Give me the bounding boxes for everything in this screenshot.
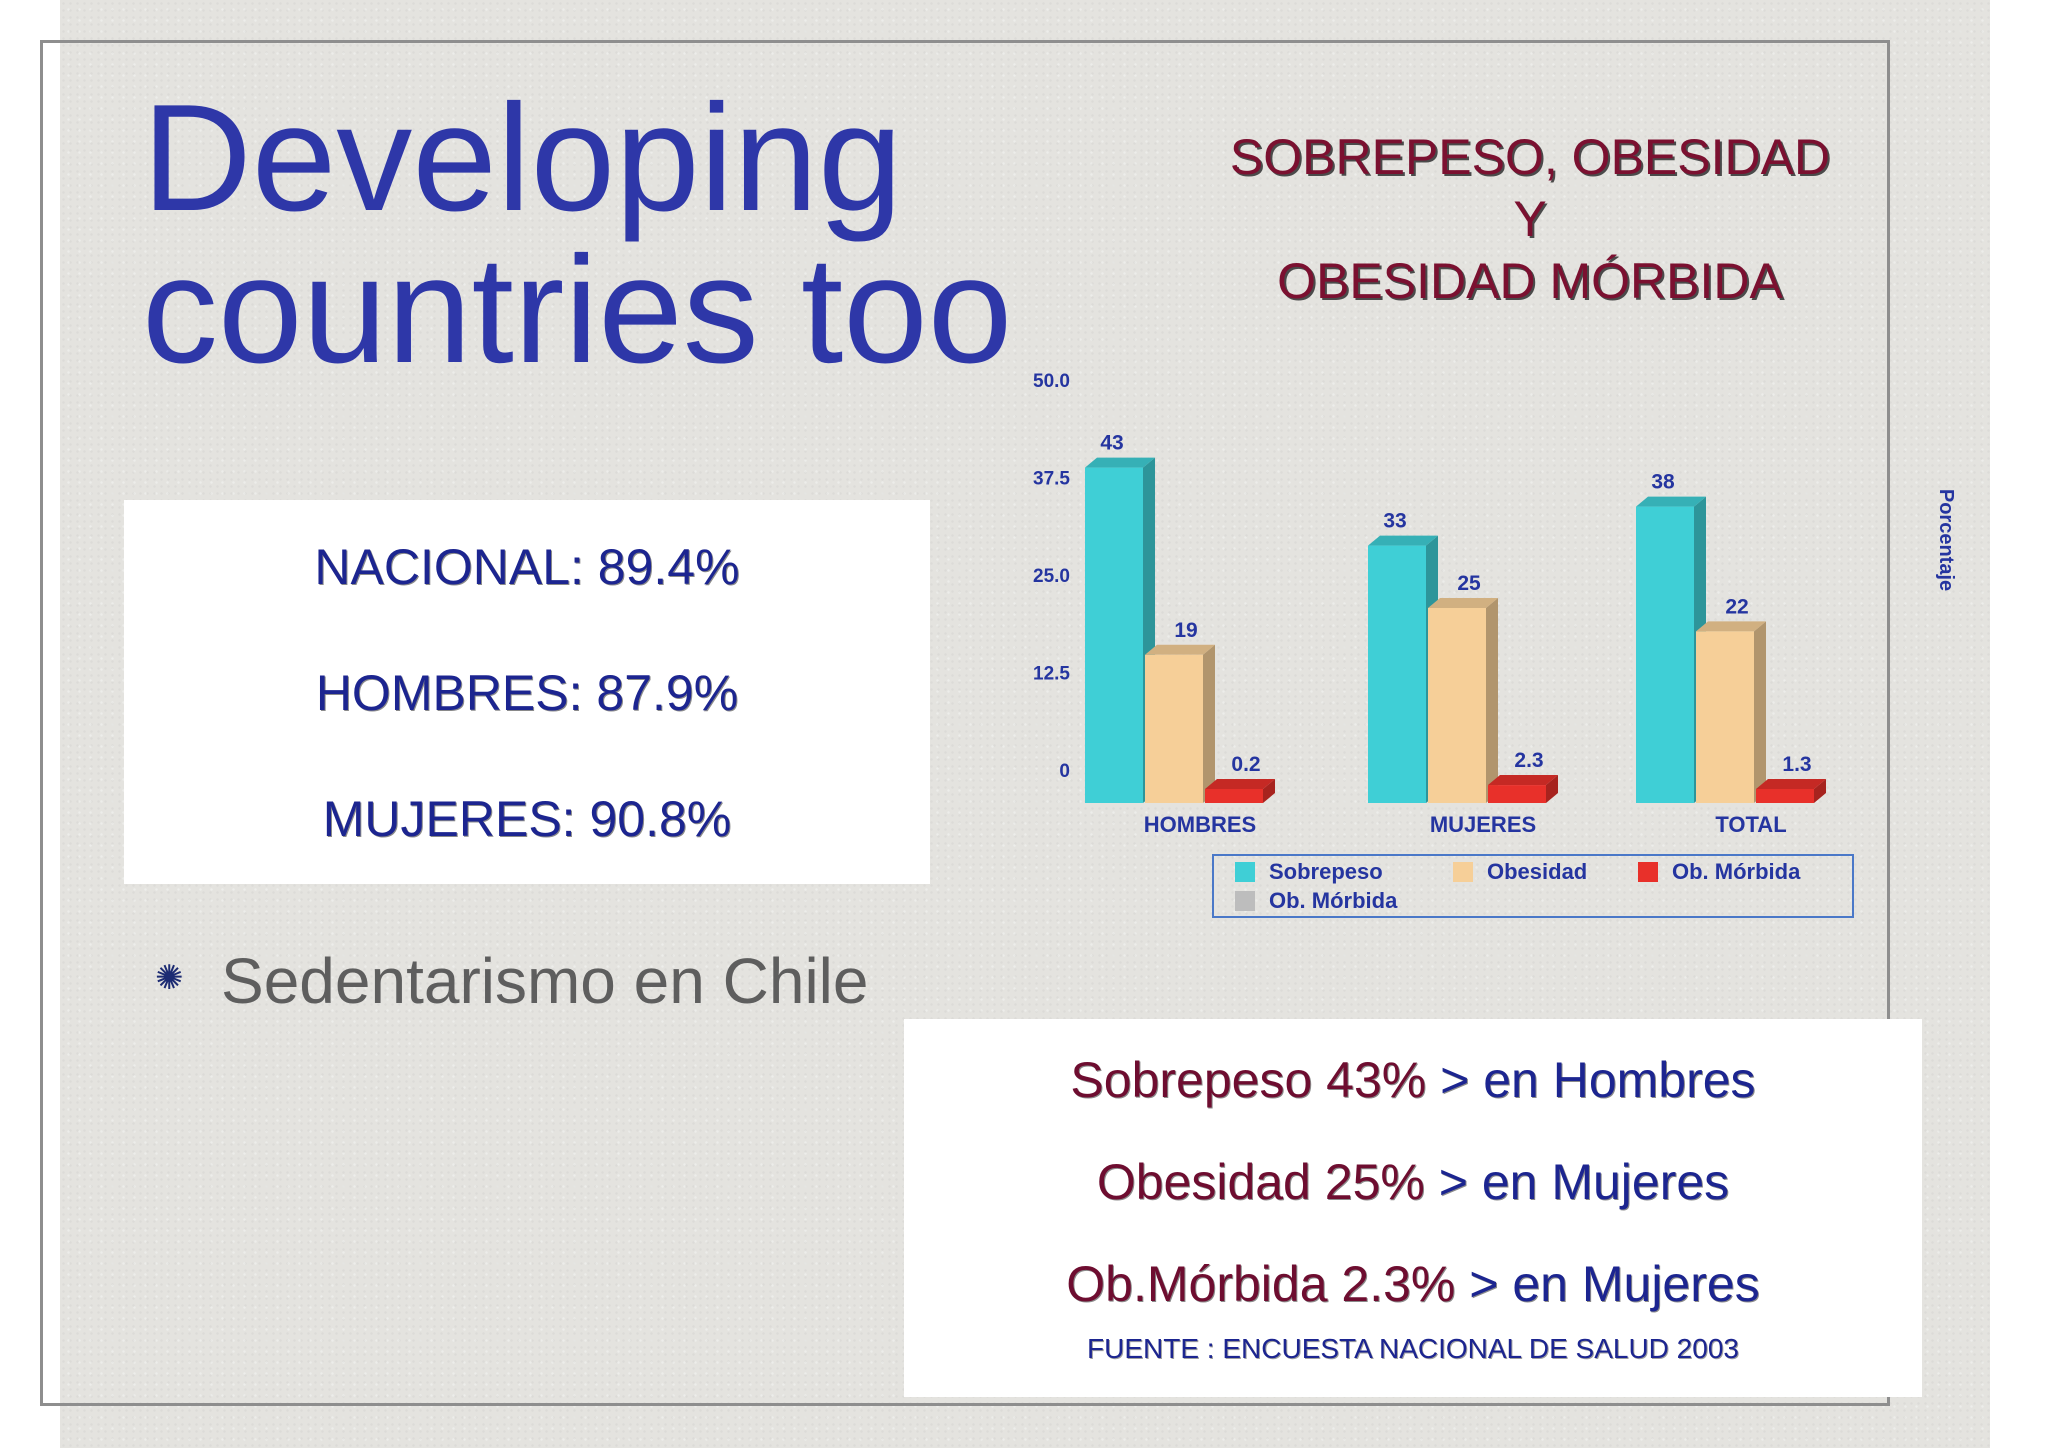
note-detail: > en Hombres [1426, 1052, 1756, 1108]
chart-heading: SOBREPESO, OBESIDAD Y OBESIDAD MÓRBIDA [1130, 126, 1930, 312]
bar [1205, 789, 1263, 803]
note-row: Sobrepeso 43% > en Hombres [904, 1051, 1922, 1109]
y-tick-label: 0 [1059, 761, 1070, 782]
bar [1756, 789, 1814, 803]
note-row: Ob.Mórbida 2.3% > en Mujeres [904, 1255, 1922, 1313]
legend-swatch [1235, 862, 1255, 882]
stats-box: NACIONAL: 89.4% HOMBRES: 87.9% MUJERES: … [124, 500, 930, 884]
category-label: MUJERES [1430, 812, 1536, 837]
bar-side [1546, 775, 1558, 803]
category-label: TOTAL [1715, 812, 1786, 837]
bar-top [1636, 496, 1706, 507]
note-highlight: Sobrepeso 43% [1070, 1052, 1427, 1108]
bar [1636, 506, 1694, 803]
bar-top [1368, 535, 1438, 546]
bar [1696, 631, 1754, 803]
chart-heading-line-3: OBESIDAD MÓRBIDA [1277, 253, 1783, 309]
bar-top [1205, 779, 1275, 789]
y-tick-label: 37.5 [1033, 469, 1070, 490]
y-tick-label: 12.5 [1033, 664, 1070, 685]
note-row: Obesidad 25% > en Mujeres [904, 1153, 1922, 1211]
notes-box: Sobrepeso 43% > en Hombres Obesidad 25% … [904, 1019, 1922, 1397]
category-label: HOMBRES [1144, 812, 1256, 837]
bar-top [1145, 644, 1215, 655]
data-label: 1.3 [1782, 753, 1811, 776]
bar [1085, 467, 1143, 803]
bar-side [1263, 779, 1275, 803]
data-label: 33 [1383, 510, 1406, 533]
stat-hombres: HOMBRES: 87.9% [315, 665, 739, 721]
data-label: 22 [1725, 595, 1748, 618]
bar-top [1085, 457, 1155, 468]
note-detail: > en Mujeres [1455, 1256, 1760, 1312]
data-label: 43 [1100, 432, 1123, 455]
stat-mujeres: MUJERES: 90.8% [322, 791, 732, 847]
data-label: 38 [1651, 471, 1675, 494]
note-highlight: Ob.Mórbida 2.3% [1066, 1256, 1456, 1312]
bar-side [1754, 621, 1766, 803]
note-detail: > en Mujeres [1424, 1154, 1730, 1210]
legend-box [1212, 854, 1854, 918]
asterisk-bullet-icon: ✺ [155, 959, 184, 997]
legend-swatch [1638, 862, 1658, 882]
legend-label: Ob. Mórbida [1269, 888, 1398, 913]
legend-swatch [1453, 862, 1473, 882]
legend-swatch [1235, 891, 1255, 911]
legend-label: Ob. Mórbida [1672, 859, 1801, 884]
legend-label: Obesidad [1487, 859, 1587, 884]
bullet-text: Sedentarismo en Chile [221, 945, 869, 1017]
y-tick-label: 25.0 [1033, 566, 1070, 587]
bar-top [1696, 621, 1766, 632]
bar [1428, 608, 1486, 803]
bar [1368, 545, 1426, 803]
bar-side [1814, 779, 1826, 803]
slide-frame [40, 40, 1890, 1406]
bar [1145, 654, 1203, 803]
slide-title-line-1: Developing [142, 73, 903, 243]
bar-top [1428, 598, 1498, 608]
slide-title-line-2: countries too [142, 225, 1013, 395]
bar-side [1486, 598, 1498, 803]
data-label: 25 [1457, 572, 1481, 595]
bar-side [1203, 644, 1215, 803]
chart-heading-line-2: Y [1513, 191, 1547, 247]
source-note: FUENTE : ENCUESTA NACIONAL DE SALUD 2003 [1087, 1333, 1739, 1364]
data-label: 0.2 [1231, 753, 1260, 776]
stat-nacional: NACIONAL: 89.4% [314, 539, 740, 595]
data-label: 2.3 [1514, 749, 1543, 772]
bar-top [1488, 775, 1558, 786]
data-label: 19 [1174, 619, 1197, 642]
bar [1488, 785, 1546, 803]
y-tick-label: 50.0 [1033, 371, 1070, 392]
y-axis-label: Porcentaje [1935, 489, 1957, 591]
slide-title: Developing countries too [142, 82, 1012, 386]
bar-top [1756, 779, 1826, 789]
legend-label: Sobrepeso [1269, 859, 1383, 884]
chart-heading-line-1: SOBREPESO, OBESIDAD [1229, 129, 1831, 185]
note-highlight: Obesidad 25% [1096, 1154, 1425, 1210]
